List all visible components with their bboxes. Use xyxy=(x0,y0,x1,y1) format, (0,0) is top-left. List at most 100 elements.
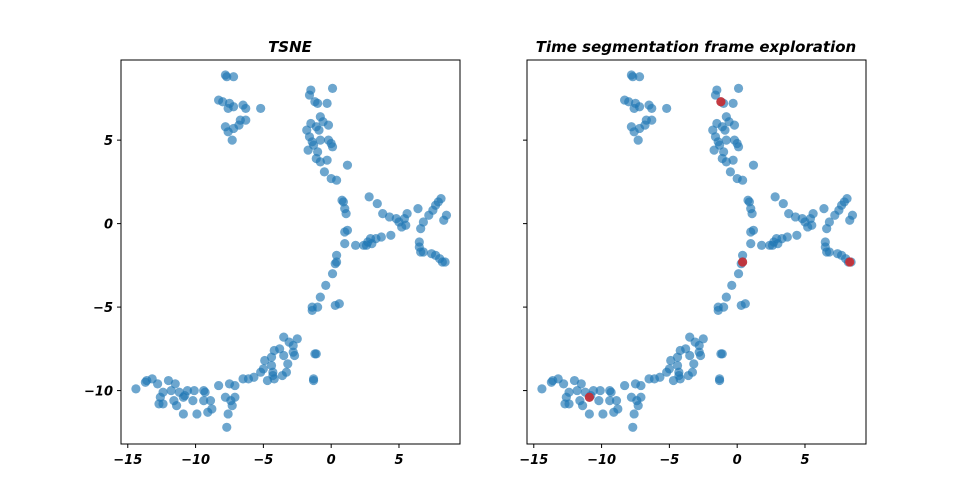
segmentation-data-point xyxy=(683,370,693,381)
tsne-data-point xyxy=(230,380,240,391)
segmentation-data-point xyxy=(698,334,708,344)
tsne-data-point xyxy=(332,250,342,260)
tsne-data-point xyxy=(319,167,329,177)
tsne-data-point xyxy=(313,98,323,109)
segmentation-data-point xyxy=(725,167,736,177)
tsne-data-point xyxy=(228,72,239,82)
segmentation-data-point xyxy=(606,387,616,397)
tsne-x-tick-label: −15 xyxy=(113,453,142,468)
tsne-data-point xyxy=(350,240,361,250)
segmentation-data-point xyxy=(721,135,731,145)
tsne-y-tick-label: −5 xyxy=(93,301,113,316)
segmentation-data-point xyxy=(634,72,645,82)
tsne-data-point xyxy=(256,103,266,114)
tsne-data-point xyxy=(307,302,317,312)
segmentation-data-point xyxy=(720,125,730,135)
segmentation-data-point xyxy=(721,292,731,302)
segmentation-data-point xyxy=(572,385,582,396)
segmentation-data-point xyxy=(647,115,657,125)
segmentation-data-point xyxy=(803,222,813,232)
segmentation-data-point xyxy=(575,395,585,406)
tsne-x-tick-label: −10 xyxy=(181,453,210,468)
tsne-data-point xyxy=(441,210,452,220)
segmentation-data-point xyxy=(595,385,605,396)
tsne-x-tick-label: −5 xyxy=(253,453,273,468)
tsne-data-point xyxy=(315,157,325,167)
segmentation-data-point xyxy=(609,407,619,417)
tsne-data-point xyxy=(222,72,232,82)
segmentation-data-point xyxy=(598,409,608,419)
segmentation-data-point xyxy=(647,103,657,114)
tsne-data-point xyxy=(315,135,325,145)
tsne-data-point xyxy=(386,230,396,240)
tsne-data-point xyxy=(289,350,300,361)
tsne-data-point xyxy=(376,232,386,242)
segmentation-x-tick-label: −10 xyxy=(587,453,616,468)
tsne-data-point xyxy=(288,340,298,351)
segmentation-data-point xyxy=(733,83,744,93)
segmentation-data-point xyxy=(709,145,719,155)
segmentation-data-point xyxy=(662,367,672,377)
tsne-data-point xyxy=(131,384,141,394)
segmentation-data-point xyxy=(564,399,574,409)
segmentation-data-point xyxy=(644,374,654,384)
segmentation-data-point xyxy=(620,380,630,391)
segmentation-data-point xyxy=(629,127,639,137)
segmentation-data-point xyxy=(765,240,775,250)
tsne-data-point xyxy=(178,409,188,419)
segmentation-data-point xyxy=(594,395,604,406)
segmentation-data-point xyxy=(629,409,639,419)
tsne-data-point xyxy=(397,222,407,232)
segmentation-data-point xyxy=(819,203,829,214)
segmentation-data-point xyxy=(756,240,767,250)
segmentation-data-point xyxy=(733,269,744,279)
tsne-y-tick-label: 5 xyxy=(104,134,113,149)
tsne-data-point xyxy=(314,125,324,135)
tsne-data-point xyxy=(279,350,289,361)
tsne-data-point xyxy=(223,409,233,419)
segmentation-data-point xyxy=(628,72,638,82)
tsne-data-point xyxy=(241,115,251,125)
tsne-data-point xyxy=(340,239,350,249)
segmentation-x-tick-label: 5 xyxy=(800,453,809,468)
tsne-data-point xyxy=(304,90,315,100)
segmentation-data-point xyxy=(694,340,704,351)
tsne-data-point xyxy=(223,103,233,114)
time-segmentation-title: Time segmentation frame exploration xyxy=(536,38,856,56)
segmentation-data-point xyxy=(546,377,557,387)
tsne-data-point xyxy=(372,198,382,209)
tsne-data-point xyxy=(269,374,279,384)
tsne-data-point xyxy=(163,375,174,386)
segmentation-data-point xyxy=(636,380,646,391)
tsne-data-point xyxy=(169,395,179,406)
segmentation-data-point xyxy=(822,247,832,257)
segmentation-data-point xyxy=(738,250,748,260)
tsne-axes-frame xyxy=(120,59,461,445)
tsne-data-point xyxy=(200,387,210,397)
segmentation-data-point xyxy=(714,375,725,386)
tsne-data-point xyxy=(199,395,209,406)
tsne-x-tick-label: 5 xyxy=(394,453,403,468)
segmentation-data-point xyxy=(729,120,740,130)
tsne-data-point xyxy=(189,385,199,396)
tsne-data-point xyxy=(166,385,176,396)
tsne-data-point xyxy=(158,399,168,409)
segmentation-data-point xyxy=(728,98,738,109)
segmentation-data-point xyxy=(662,103,672,114)
tsne-data-point xyxy=(140,377,151,387)
segmentation-data-point xyxy=(808,209,818,219)
tsne-data-point xyxy=(323,120,334,130)
tsne-data-point xyxy=(188,395,198,406)
tsne-data-point xyxy=(440,257,450,267)
tsne-data-point xyxy=(321,280,331,290)
segmentation-highlight-point xyxy=(738,257,748,267)
tsne-data-point xyxy=(227,401,237,411)
tsne-y-tick-label: 0 xyxy=(104,218,113,233)
tsne-data-point xyxy=(413,203,423,214)
segmentation-data-point xyxy=(733,142,744,152)
tsne-data-point xyxy=(327,83,338,93)
tsne-data-point xyxy=(241,103,251,114)
segmentation-data-point xyxy=(746,239,756,249)
segmentation-data-point xyxy=(822,224,832,234)
